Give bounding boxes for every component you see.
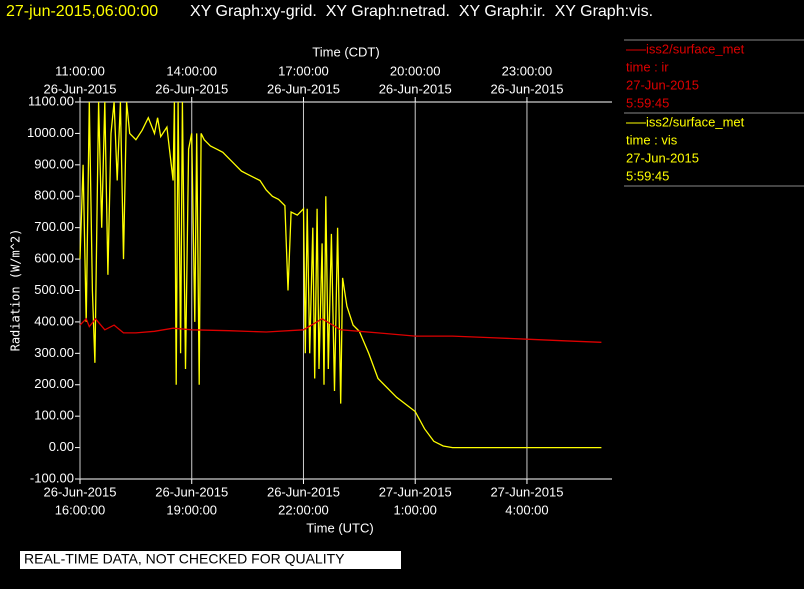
- x-tick-label: 1:00:00: [394, 502, 437, 517]
- x2-tick-label: 26-Jun-2015: [490, 81, 563, 96]
- x2-tick-label: 26-Jun-2015: [155, 81, 228, 96]
- y-tick-label: 900.00: [34, 156, 74, 171]
- y-tick-label: 200.00: [34, 376, 74, 391]
- x-tick-label: 26-Jun-2015: [267, 484, 340, 499]
- y-tick-label: 700.00: [34, 219, 74, 234]
- x-tick-label: 16:00:00: [55, 502, 106, 517]
- x-axis-label: Time (UTC): [306, 520, 373, 535]
- y-axis-label: Radiation (W/m^2): [9, 229, 23, 352]
- x-tick-label: 22:00:00: [278, 502, 329, 517]
- timestamp: 27-jun-2015,06:00:00: [6, 3, 158, 20]
- x-tick-label: 27-Jun-2015: [490, 484, 563, 499]
- legend-text: 5:59:45: [626, 168, 669, 183]
- legend-text: time : vis: [626, 132, 678, 147]
- legend-text: time : ir: [626, 59, 669, 74]
- x-tick-label: 4:00:00: [505, 502, 548, 517]
- x2-tick-label: 20:00:00: [390, 63, 441, 78]
- x2-tick-label: 26-Jun-2015: [44, 81, 117, 96]
- y-tick-label: 400.00: [34, 313, 74, 328]
- footer: REAL-TIME DATA, NOT CHECKED FOR QUALITY: [24, 551, 345, 567]
- y-tick-label: 800.00: [34, 188, 74, 203]
- x2-tick-label: 11:00:00: [55, 63, 105, 78]
- graph-list: XY Graph:xy-grid. XY Graph:netrad. XY Gr…: [190, 3, 653, 20]
- y-tick-label: 600.00: [34, 251, 74, 266]
- y-tick-label: 1100.00: [28, 93, 74, 108]
- y-tick-label: 500.00: [34, 282, 74, 297]
- x-tick-label: 26-Jun-2015: [155, 484, 228, 499]
- footer-box: [20, 551, 401, 569]
- series-line: [79, 101, 602, 449]
- legend-text: iss2/surface_met: [646, 114, 745, 129]
- x2-tick-label: 23:00:00: [502, 63, 553, 78]
- x2-tick-label: 26-Jun-2015: [379, 81, 452, 96]
- x2-tick-label: 17:00:00: [278, 63, 329, 78]
- y-tick-label: -100.00: [30, 470, 74, 485]
- y-tick-label: 300.00: [34, 345, 74, 360]
- x2-tick-label: 26-Jun-2015: [267, 81, 340, 96]
- series-line: [79, 317, 602, 343]
- x-tick-label: 27-Jun-2015: [379, 484, 452, 499]
- legend-text: iss2/surface_met: [646, 41, 745, 56]
- x-tick-label: 26-Jun-2015: [44, 484, 117, 499]
- legend-text: 27-Jun-2015: [626, 150, 699, 165]
- y-tick-label: 0.00: [49, 439, 74, 454]
- x2-tick-label: 14:00:00: [166, 63, 217, 78]
- x2-axis-label: Time (CDT): [312, 44, 379, 59]
- legend-text: 5:59:45: [626, 95, 669, 110]
- y-tick-label: 1000.00: [27, 125, 74, 140]
- x-tick-label: 19:00:00: [166, 502, 217, 517]
- y-tick-label: 100.00: [34, 408, 74, 423]
- legend-text: 27-Jun-2015: [626, 77, 699, 92]
